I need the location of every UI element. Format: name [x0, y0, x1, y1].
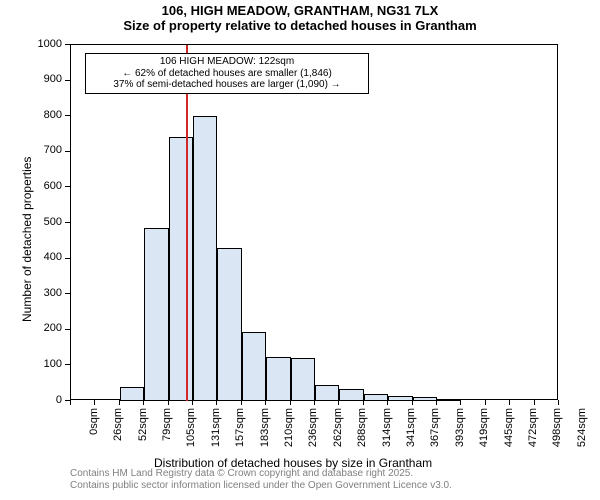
y-tick-label: 100 [22, 358, 62, 370]
x-tick-label: 262sqm [332, 408, 344, 458]
y-tick-label: 1000 [22, 38, 62, 50]
chart-title: 106, HIGH MEADOW, GRANTHAM, NG31 7LX Siz… [0, 0, 600, 34]
x-tick-mark [216, 400, 217, 405]
x-tick-label: 157sqm [234, 408, 246, 458]
histogram-bar [266, 357, 290, 402]
x-tick-label: 105sqm [185, 408, 197, 458]
x-tick-mark [436, 400, 437, 405]
histogram-bar [364, 394, 388, 401]
y-tick-mark [65, 80, 70, 81]
x-tick-mark [265, 400, 266, 405]
histogram-bar [437, 399, 461, 401]
x-tick-label: 26sqm [112, 408, 124, 458]
plot-wrap: 106 HIGH MEADOW: 122sqm← 62% of detached… [70, 44, 558, 400]
y-tick-mark [65, 44, 70, 45]
x-tick-label: 498sqm [551, 408, 563, 458]
x-tick-label: 367sqm [429, 408, 441, 458]
x-tick-mark [290, 400, 291, 405]
x-tick-mark [363, 400, 364, 405]
histogram-bar [217, 248, 241, 401]
y-tick-mark [65, 258, 70, 259]
histogram-bar [413, 397, 437, 401]
annotation-line: ← 62% of detached houses are smaller (1,… [90, 68, 364, 80]
y-tick-label: 700 [22, 144, 62, 156]
x-tick-label: 79sqm [161, 408, 173, 458]
chart-container: 106, HIGH MEADOW, GRANTHAM, NG31 7LX Siz… [0, 0, 600, 500]
y-axis-label: Number of detached properties [20, 157, 34, 322]
annotation-line: 37% of semi-detached houses are larger (… [90, 79, 364, 91]
histogram-bar [315, 385, 339, 401]
x-tick-label: 314sqm [381, 408, 393, 458]
histogram-bar [144, 228, 168, 401]
x-tick-label: 445sqm [503, 408, 515, 458]
x-tick-label: 524sqm [576, 408, 588, 458]
histogram-bar [120, 387, 144, 401]
x-tick-mark [119, 400, 120, 405]
x-tick-mark [509, 400, 510, 405]
title-line-1: 106, HIGH MEADOW, GRANTHAM, NG31 7LX [0, 4, 600, 19]
x-tick-mark [192, 400, 193, 405]
x-tick-mark [94, 400, 95, 405]
x-tick-mark [338, 400, 339, 405]
x-tick-mark [241, 400, 242, 405]
x-tick-mark [314, 400, 315, 405]
x-tick-mark [460, 400, 461, 405]
y-tick-mark [65, 364, 70, 365]
x-tick-label: 183sqm [259, 408, 271, 458]
y-tick-mark [65, 186, 70, 187]
y-tick-label: 200 [22, 322, 62, 334]
y-tick-mark [65, 115, 70, 116]
y-tick-mark [65, 222, 70, 223]
histogram-bar [339, 389, 363, 401]
histogram-bar [242, 332, 266, 401]
x-tick-label: 0sqm [88, 408, 100, 458]
y-tick-mark [65, 293, 70, 294]
x-tick-mark [387, 400, 388, 405]
histogram-bar [193, 116, 217, 401]
x-tick-label: 393sqm [454, 408, 466, 458]
reference-line [186, 45, 188, 401]
x-tick-label: 419sqm [478, 408, 490, 458]
x-tick-label: 472sqm [527, 408, 539, 458]
x-tick-mark [143, 400, 144, 405]
footnote-line-2: Contains public sector information licen… [70, 480, 452, 492]
x-tick-mark [485, 400, 486, 405]
annotation-line: 106 HIGH MEADOW: 122sqm [90, 56, 364, 68]
x-tick-label: 341sqm [405, 408, 417, 458]
y-tick-label: 800 [22, 109, 62, 121]
x-tick-mark [168, 400, 169, 405]
x-tick-mark [534, 400, 535, 405]
x-tick-label: 210sqm [283, 408, 295, 458]
title-line-2: Size of property relative to detached ho… [0, 19, 600, 34]
y-tick-label: 900 [22, 73, 62, 85]
footnote: Contains HM Land Registry data © Crown c… [70, 468, 452, 492]
y-tick-mark [65, 151, 70, 152]
x-tick-mark [412, 400, 413, 405]
footnote-line-1: Contains HM Land Registry data © Crown c… [70, 468, 452, 480]
histogram-bar [388, 396, 412, 401]
plot-area: 106 HIGH MEADOW: 122sqm← 62% of detached… [70, 44, 558, 400]
histogram-bar [291, 358, 315, 401]
x-tick-mark [70, 400, 71, 405]
x-tick-label: 236sqm [307, 408, 319, 458]
x-tick-mark [558, 400, 559, 405]
x-tick-label: 131sqm [210, 408, 222, 458]
x-tick-label: 52sqm [137, 408, 149, 458]
y-tick-mark [65, 329, 70, 330]
annotation-box: 106 HIGH MEADOW: 122sqm← 62% of detached… [85, 53, 369, 94]
y-tick-label: 0 [22, 394, 62, 406]
x-tick-label: 288sqm [356, 408, 368, 458]
histogram-bar [169, 137, 193, 401]
